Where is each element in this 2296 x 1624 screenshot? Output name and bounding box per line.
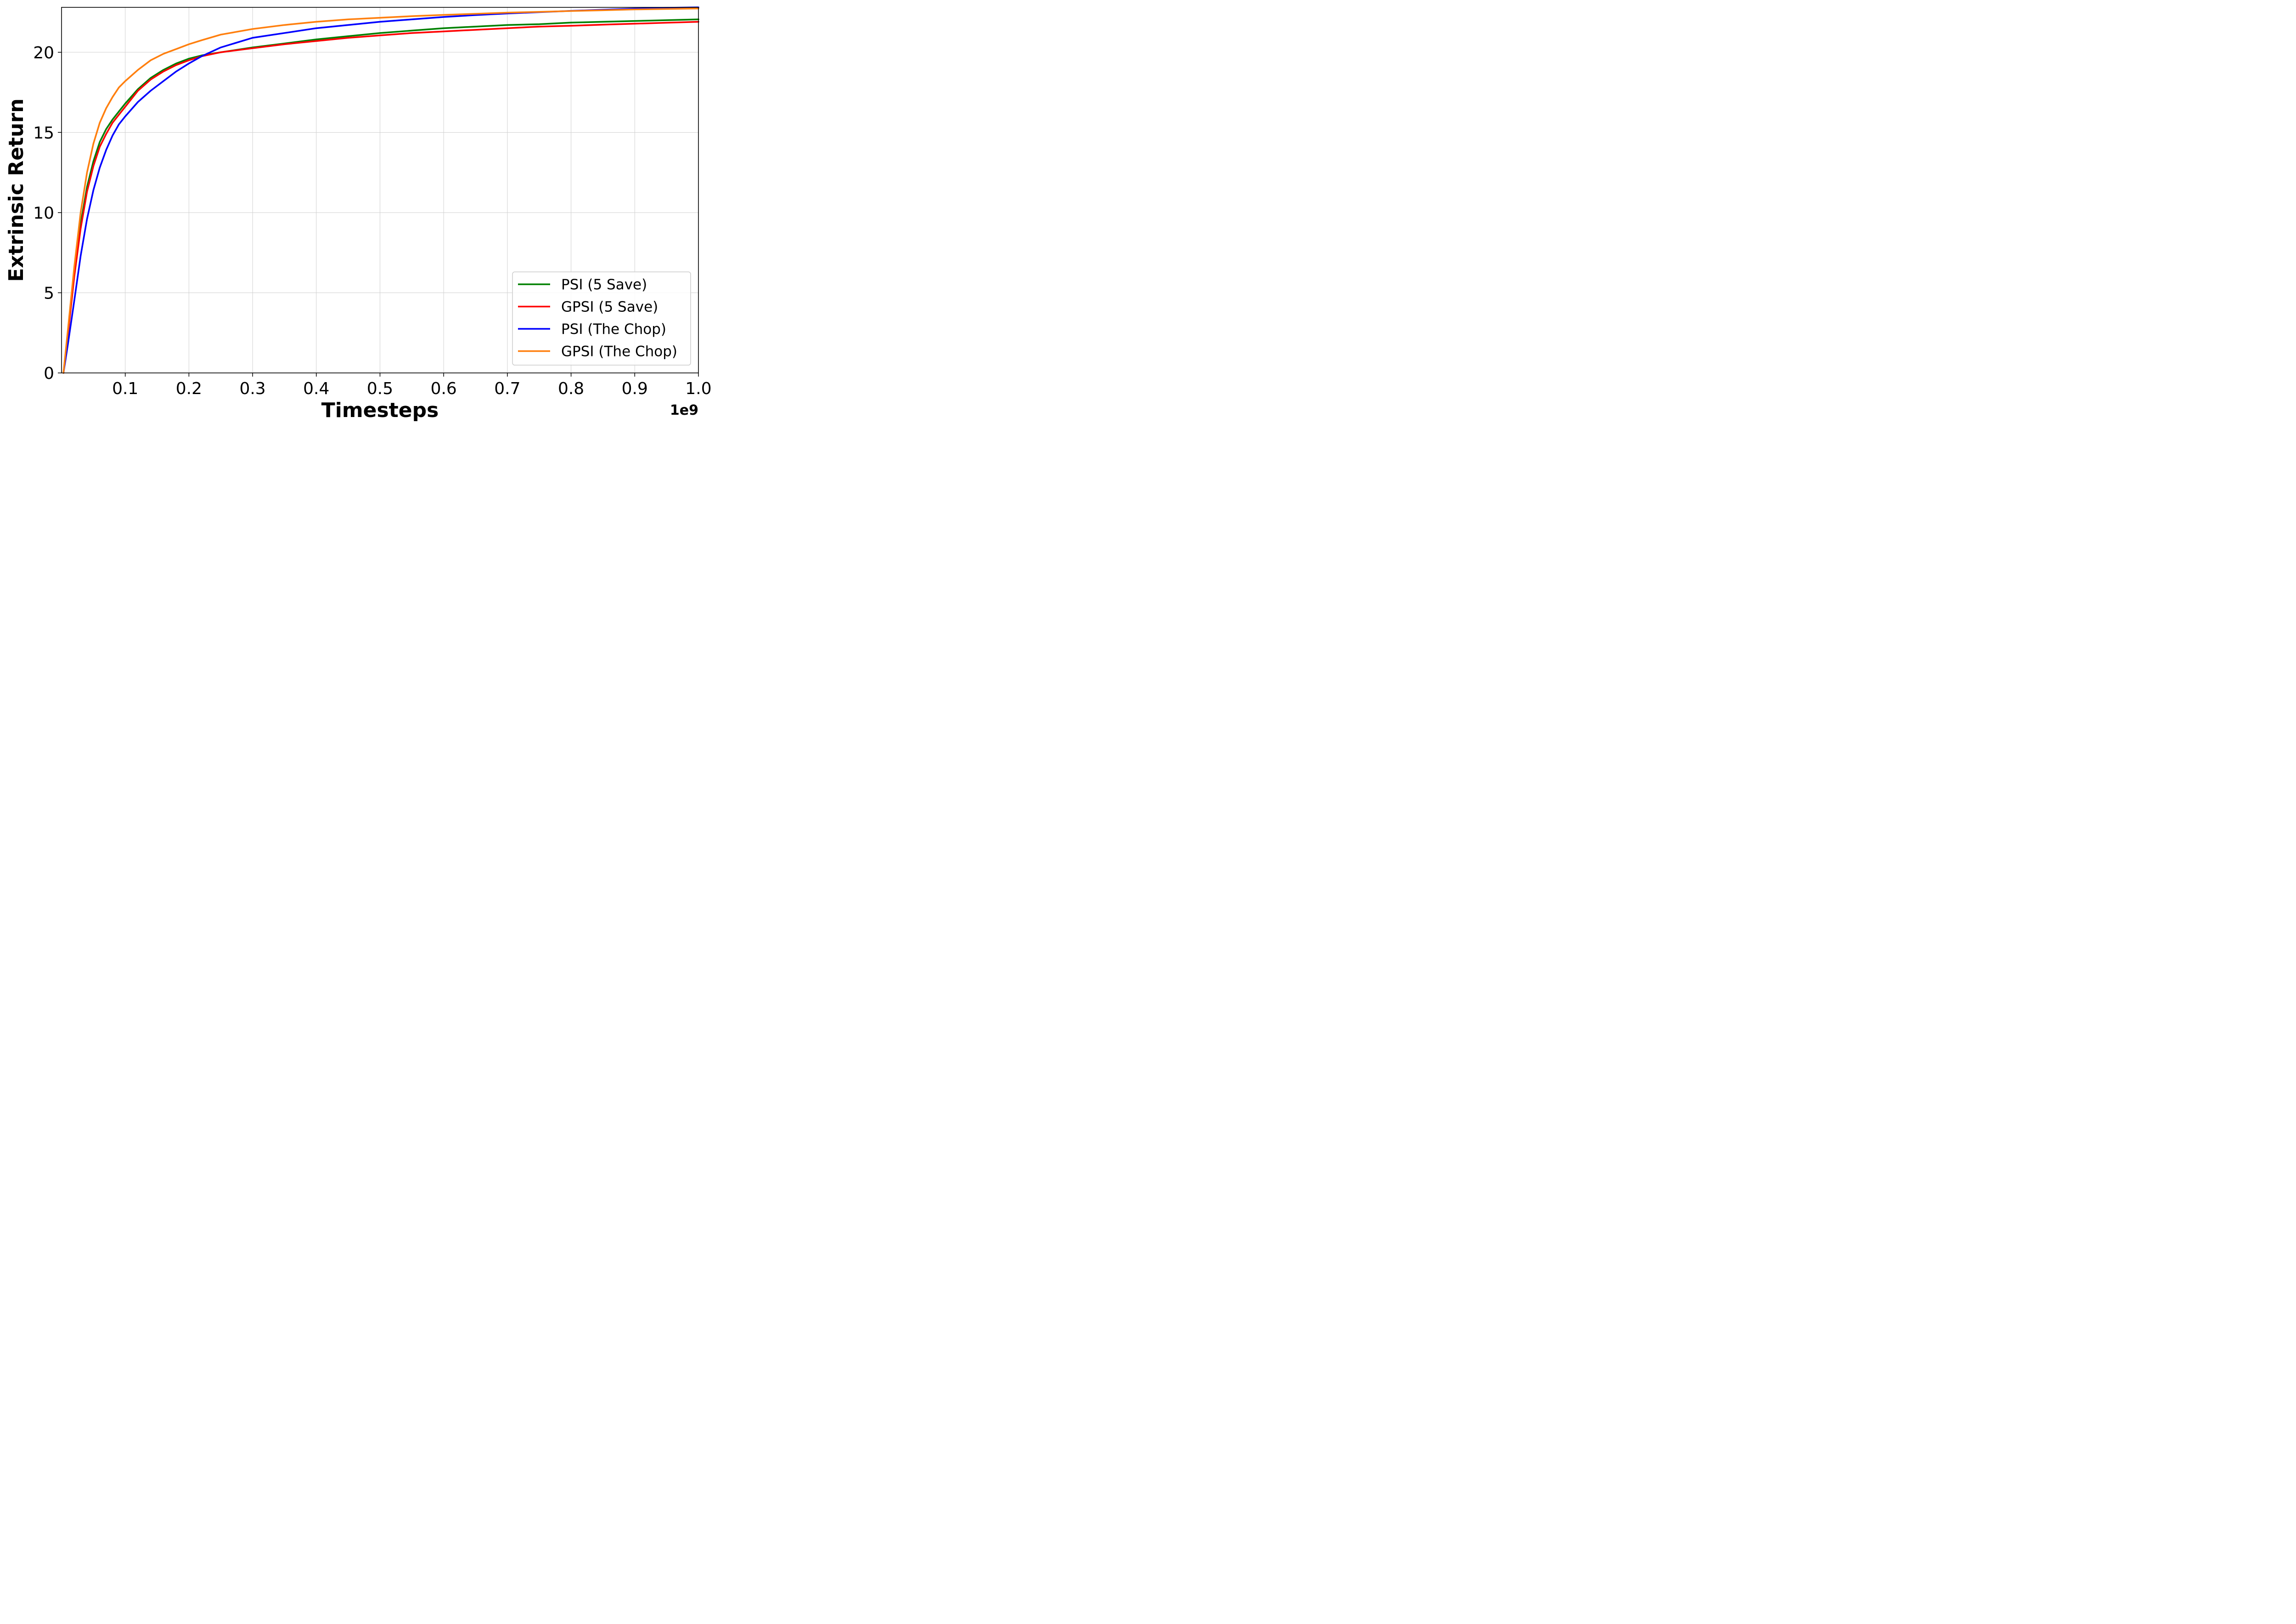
series-layer bbox=[62, 6, 699, 374]
y-tick-label: 15 bbox=[33, 124, 54, 142]
legend-label: PSI (The Chop) bbox=[561, 321, 666, 338]
x-tick-label: 0.2 bbox=[176, 379, 202, 398]
x-tick-label: 0.6 bbox=[431, 379, 457, 398]
x-tick-label: 1.0 bbox=[685, 379, 711, 398]
x-tick-label: 0.4 bbox=[303, 379, 329, 398]
x-tick-label: 0.8 bbox=[558, 379, 584, 398]
x-tick-label: 0.9 bbox=[622, 379, 648, 398]
x-tick-label: 0.1 bbox=[112, 379, 138, 398]
y-tick-label: 0 bbox=[44, 364, 54, 383]
y-tick-label: 5 bbox=[44, 284, 54, 303]
chart: 0.1 0.2 0.3 0.4 0.5 0.6 0.7 0.8 0.9 1.0 0 5 10 15 20 T… bbox=[0, 0, 718, 428]
x-tick-label: 0.7 bbox=[494, 379, 520, 398]
legend-label: GPSI (The Chop) bbox=[561, 344, 677, 360]
x-axis-title: Timesteps bbox=[321, 399, 439, 422]
series-line-gpsi-the-chop bbox=[62, 7, 699, 374]
x-tick-label: 0.5 bbox=[367, 379, 393, 398]
legend-label: PSI (5 Save) bbox=[561, 276, 647, 293]
y-tick-label: 20 bbox=[33, 44, 54, 62]
y-tick-label: 10 bbox=[33, 204, 54, 223]
y-axis-title: Extrinsic Return bbox=[5, 98, 28, 282]
legend-label: GPSI (5 Save) bbox=[561, 299, 658, 316]
legend: PSI (5 Save) GPSI (5 Save) PSI (The Chop) G… bbox=[512, 271, 691, 366]
x-tick-label: 0.3 bbox=[239, 379, 265, 398]
axis-ticks: 0.1 0.2 0.3 0.4 0.5 0.6 0.7 0.8 0.9 1.0 0 5 10 15 20 bbox=[33, 44, 711, 398]
legend-frame bbox=[512, 271, 691, 366]
x-axis-offset-label: 1e9 bbox=[670, 402, 698, 418]
